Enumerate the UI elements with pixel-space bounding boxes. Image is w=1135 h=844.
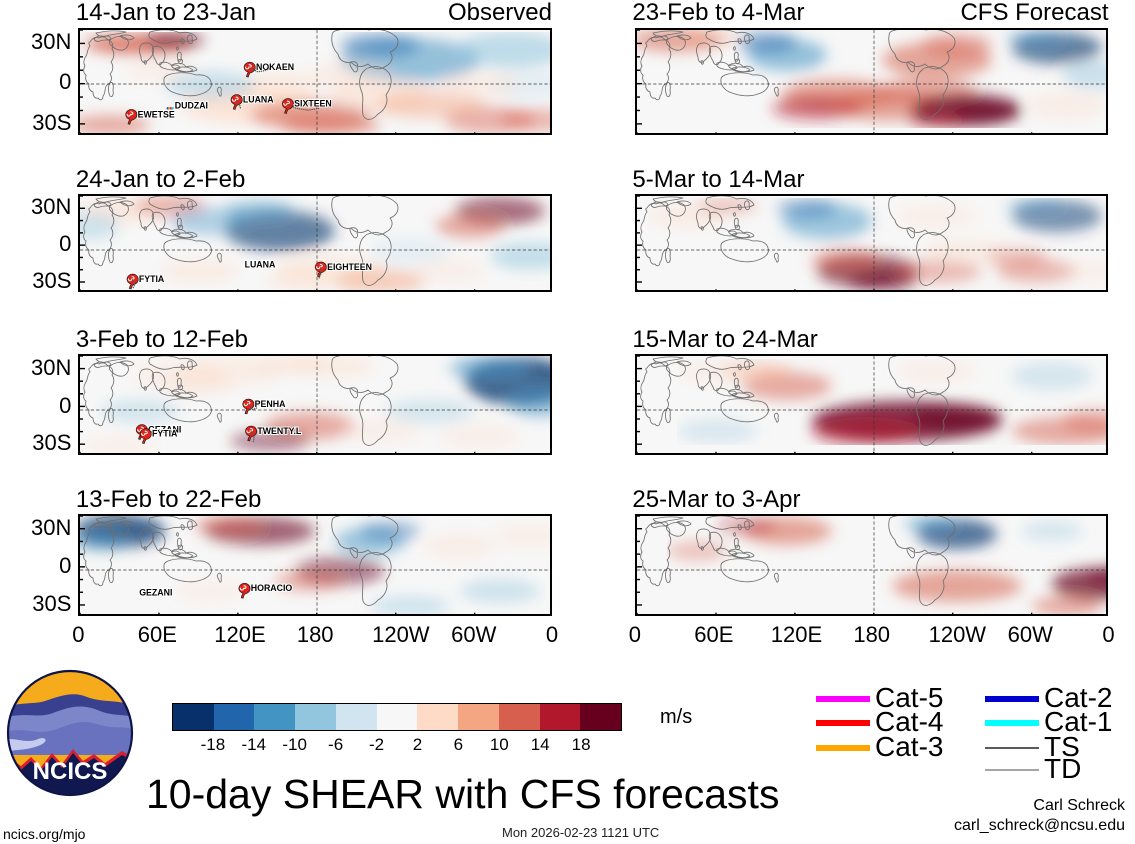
svg-text:NCICS: NCICS <box>33 758 108 785</box>
svg-text:GEZANI: GEZANI <box>140 588 173 598</box>
svg-text:LUANA: LUANA <box>245 260 276 270</box>
svg-text:HORACIO: HORACIO <box>251 583 293 593</box>
svg-text:PENHA: PENHA <box>255 399 286 409</box>
svg-text:FYTIA: FYTIA <box>152 429 178 439</box>
svg-text:EIGHTEEN: EIGHTEEN <box>327 262 372 272</box>
svg-text:EWETSE: EWETSE <box>138 109 175 119</box>
svg-text:TWENTY.L: TWENTY.L <box>258 426 303 436</box>
svg-text:FYTIA: FYTIA <box>139 274 165 284</box>
svg-text:SIXTEEN: SIXTEEN <box>295 98 333 108</box>
svg-text:LUANA: LUANA <box>243 94 274 104</box>
svg-text:DUDZAI: DUDZAI <box>175 100 208 110</box>
